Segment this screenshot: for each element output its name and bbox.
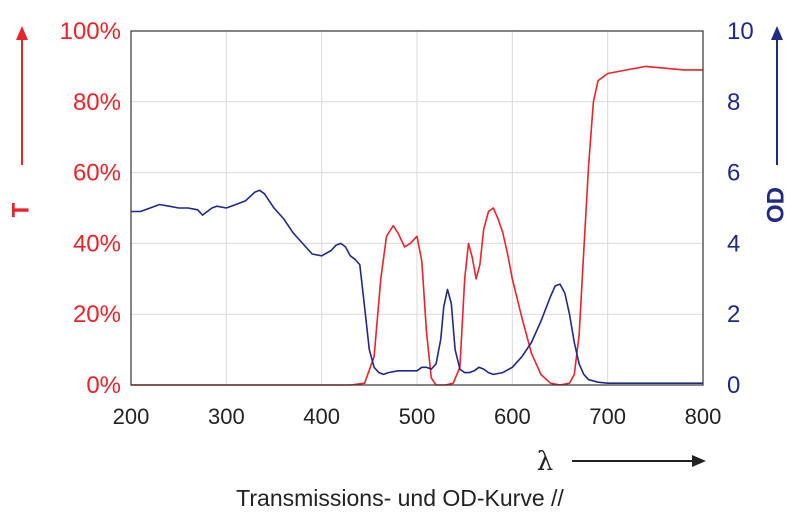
x-tick-label: 300: [208, 404, 245, 429]
left-tick-label: 100%: [60, 18, 121, 45]
right-tick-label: 8: [727, 89, 740, 116]
right-axis-title-group: OD: [762, 26, 789, 223]
left-tick-label: 80%: [73, 89, 121, 116]
right-tick-label: 0: [727, 372, 740, 399]
right-tick-label: 4: [727, 230, 740, 257]
x-tick-label: 600: [494, 404, 531, 429]
x-axis-title: λ: [537, 447, 553, 477]
series-line-t: [131, 65, 703, 386]
chart-caption: Transmissions- und OD-Kurve //: [236, 485, 564, 511]
grid-layer: [131, 31, 703, 385]
left-axis-arrowhead-icon: [16, 26, 28, 40]
right-axis-title: OD: [762, 187, 789, 223]
x-tick-label: 700: [589, 404, 626, 429]
frame-layer: [130, 30, 704, 386]
tick-layer: 0% 20% 40% 60% 80% 100% 0 2 4 6 8 10 200 300 400 500 600…: [60, 18, 754, 429]
series-line-od: [131, 189, 703, 385]
x-tick-label: 200: [113, 404, 150, 429]
x-tick-label: 400: [303, 404, 340, 429]
left-tick-label: 40%: [73, 230, 121, 257]
right-tick-label: 6: [727, 160, 740, 187]
x-tick-label: 500: [399, 404, 436, 429]
left-axis-title-group: T: [7, 26, 34, 217]
x-tick-label: 800: [685, 404, 722, 429]
right-axis-arrowhead-icon: [771, 26, 783, 40]
plot-frame: [130, 30, 704, 386]
left-tick-label: 60%: [73, 160, 121, 187]
x-axis-arrowhead-icon: [692, 455, 706, 467]
left-axis-title: T: [7, 202, 34, 217]
x-axis-title-group: λ: [537, 447, 706, 477]
left-tick-label: 20%: [73, 301, 121, 328]
left-tick-label: 0%: [86, 372, 121, 399]
right-tick-label: 2: [727, 301, 740, 328]
right-tick-label: 10: [727, 18, 754, 45]
series-layer: [131, 65, 703, 386]
